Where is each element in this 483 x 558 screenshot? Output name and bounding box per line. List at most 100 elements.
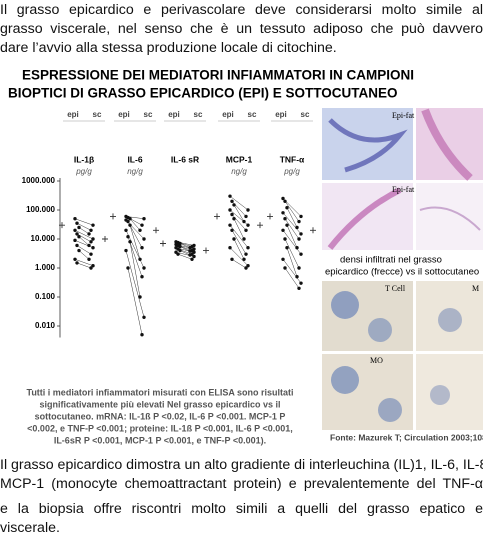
pair-line (129, 225, 141, 260)
epi-point (126, 266, 130, 270)
sc-point (140, 223, 144, 227)
sc-point (87, 232, 91, 236)
epi-point (230, 212, 234, 217)
y-tick-label: 1000.000 (22, 176, 56, 185)
sc-point (91, 237, 95, 241)
sc-point (192, 254, 196, 259)
sc-point (297, 266, 301, 270)
sc-point (188, 253, 192, 257)
epi-point (73, 238, 77, 243)
pair-line (129, 241, 141, 298)
epi-point (281, 257, 285, 261)
side-text: densi infiltrati nel grasso (340, 255, 442, 266)
mean-marker (110, 213, 116, 220)
conclusion-line: e la biopsia offre riscontri molto simil… (0, 501, 483, 517)
epi-point (281, 196, 285, 201)
mean-marker (310, 227, 316, 234)
title-line: ESPRESSIONE DEI MEDIATORI INFIAMMATORI I… (22, 68, 414, 83)
epi-point (232, 217, 236, 221)
sc-point (142, 217, 146, 221)
epi-point (228, 223, 232, 227)
sc-point (87, 243, 91, 248)
pair-line (284, 267, 300, 289)
pair-line (129, 218, 141, 231)
marker-unit: ng/g (127, 167, 143, 176)
sc-point (142, 237, 146, 241)
sc-point (91, 223, 95, 227)
marker-name: IL-6 (127, 154, 142, 164)
group-label: sc (248, 110, 257, 119)
caption-line: significativamente più elevati Nel grass… (39, 399, 280, 409)
sc-point (138, 257, 142, 261)
marker-name: MCP-1 (226, 154, 253, 164)
caption-line: IL-6sR P <0.001, MCP-1 P <0.001, e TNF-P… (54, 435, 266, 445)
micrograph-label: T Cell (385, 284, 406, 293)
side-text: epicardico (frecce) vs il sottocutaneo (325, 267, 479, 278)
mean-marker (267, 213, 273, 220)
group-label: sc (301, 110, 310, 119)
sc-point (299, 232, 303, 236)
sc-point (89, 266, 93, 270)
pair-line (286, 225, 298, 248)
epi-point (283, 237, 287, 241)
marker-name: IL-6 sR (171, 154, 199, 164)
pair-line (282, 259, 302, 284)
epi-point (230, 257, 234, 261)
pair-line (127, 267, 143, 335)
epi-point (128, 223, 132, 227)
marker-unit: ng/g (231, 167, 247, 176)
sc-point (142, 315, 146, 319)
y-tick-label: 0.100 (35, 292, 56, 301)
sc-point (295, 246, 299, 250)
sc-point (299, 252, 303, 256)
sc-point (246, 246, 250, 250)
pair-line (284, 201, 300, 222)
caption-line: <0.002, e TNF-P <0.001; proteine: IL-1ß … (27, 423, 293, 433)
group-label: sc (144, 110, 153, 119)
epi-point (228, 246, 232, 250)
epi-point (128, 240, 132, 244)
epi-point (283, 217, 287, 221)
y-tick-label: 1.000 (35, 263, 56, 272)
sc-point (297, 286, 301, 290)
pair-line (231, 259, 247, 269)
epi-point (124, 228, 128, 232)
epi-point (228, 194, 232, 198)
sc-point (89, 252, 93, 256)
sc-point (297, 237, 301, 241)
epi-point (126, 219, 130, 224)
pair-line (76, 245, 92, 255)
pair-line (74, 259, 94, 266)
epi-point (232, 237, 236, 241)
intro-line: grasso viscerale, nel senso che è un tes… (0, 21, 483, 37)
pair-line (74, 218, 94, 226)
conclusion-line: MCP-1 (monocyte chemoattractant protein)… (0, 476, 483, 492)
sc-point (246, 223, 250, 227)
pair-line (179, 250, 191, 256)
sc-point (299, 214, 303, 219)
pair-line (233, 218, 245, 240)
pair-line (286, 247, 298, 277)
group-label: sc (93, 110, 102, 119)
epi-point (230, 228, 234, 232)
sc-point (244, 214, 248, 219)
epi-point (77, 225, 81, 230)
source: Fonte: Mazurek T; Circulation 2003;108:2… (330, 432, 483, 442)
micrograph-label: M (472, 284, 479, 293)
epi-point (283, 266, 287, 270)
pair-line (125, 250, 145, 318)
sc-point (138, 228, 142, 232)
pair-line (78, 236, 90, 246)
marker-name: IL-1β (74, 154, 94, 164)
pair-line (284, 238, 300, 269)
mean-marker (59, 222, 65, 229)
epi-point (73, 257, 77, 261)
mean-marker (203, 247, 209, 254)
sc-point (244, 252, 248, 256)
epi-point (285, 246, 289, 250)
pair-line (74, 230, 94, 240)
sc-point (299, 281, 303, 285)
pair-line (231, 230, 247, 255)
sc-point (91, 246, 95, 250)
